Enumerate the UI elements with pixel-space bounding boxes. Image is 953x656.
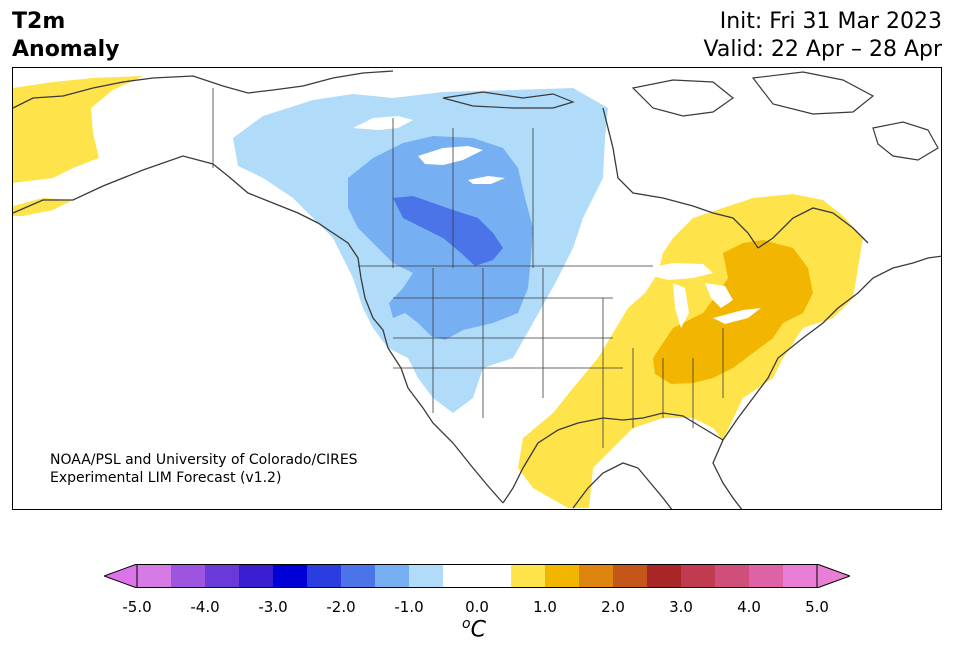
lake-erie <box>713 308 761 324</box>
title-line-1: T2m <box>12 9 66 34</box>
lake-great-bear <box>353 116 413 130</box>
colorbar-tick-label: 0.0 <box>465 598 489 616</box>
colorbar-tick-label: -2.0 <box>326 598 356 616</box>
colorbar-tick-label: -3.0 <box>258 598 288 616</box>
colorbar-segment <box>477 564 512 588</box>
colorbar-tick-label: -4.0 <box>190 598 220 616</box>
colorbar-tick-label: 3.0 <box>669 598 693 616</box>
colorbar-segment <box>579 564 614 588</box>
colorbar-segment <box>443 564 478 588</box>
anomaly-area-alaska-warm-south <box>13 198 73 216</box>
colorbar-segment <box>375 564 410 588</box>
colorbar-unit: oC <box>462 616 486 642</box>
lake-michigan-huron <box>673 283 689 328</box>
anomaly-map: NOAA/PSL and University of Colorado/CIRE… <box>12 67 942 510</box>
colorbar-segment <box>409 564 444 588</box>
credit-line-2: Experimental LIM Forecast (v1.2) <box>50 470 282 486</box>
colorbar-tick-label: 1.0 <box>533 598 557 616</box>
colorbar-tick-label: 4.0 <box>737 598 761 616</box>
unit-degree: o <box>462 616 471 632</box>
anomaly-area-warm-medium <box>653 240 813 384</box>
colorbar-ticks: -5.0 -4.0 -3.0 -2.0 -1.0 0.0 1.0 2.0 3.0 4.0 5.0 <box>0 598 953 616</box>
forecast-dates: Init: Fri 31 Mar 2023 Valid: 22 Apr – 28… <box>704 8 943 64</box>
colorbar-segment <box>613 564 648 588</box>
colorbar-segment <box>205 564 240 588</box>
colorbar-tick-label: -5.0 <box>122 598 152 616</box>
colorbar-segment <box>137 564 172 588</box>
lake-huron <box>705 283 733 308</box>
state-borders <box>212 88 724 448</box>
colorbar <box>104 564 850 588</box>
init-date: Init: Fri 31 Mar 2023 <box>719 9 942 34</box>
colorbar-tick-label: 5.0 <box>805 598 829 616</box>
lake-great-slave <box>418 146 483 165</box>
arctic-islands <box>442 71 939 161</box>
colorbar-over-arrow <box>816 564 850 588</box>
colorbar-segment <box>273 564 308 588</box>
colorbar-segment <box>545 564 580 588</box>
colorbar-border <box>136 564 818 588</box>
colorbar-segment <box>681 564 716 588</box>
colorbar-under-arrow <box>104 564 138 588</box>
colorbar-segment <box>341 564 376 588</box>
credit-line-1: NOAA/PSL and University of Colorado/CIRE… <box>50 452 358 468</box>
colorbar-segment <box>647 564 682 588</box>
coastlines <box>13 70 941 509</box>
colorbar-tick-label: -1.0 <box>394 598 424 616</box>
credit-text: NOAA/PSL and University of Colorado/CIRE… <box>50 451 358 487</box>
colorbar-segment <box>749 564 784 588</box>
anomaly-area-cold-medium <box>348 136 533 340</box>
colorbar-segment <box>715 564 750 588</box>
map-svg <box>13 68 941 509</box>
anomaly-area-cold-deep <box>393 196 503 266</box>
title-line-2: Anomaly <box>12 37 120 62</box>
colorbar-segment <box>171 564 206 588</box>
lake-superior <box>648 263 713 280</box>
lake-athabasca <box>468 176 505 184</box>
colorbar-segment <box>307 564 342 588</box>
anomaly-area-alaska-warm <box>13 76 143 183</box>
colorbar-segment <box>511 564 546 588</box>
colorbar-tick-label: 2.0 <box>601 598 625 616</box>
colorbar-segment <box>783 564 818 588</box>
colorbar-segment <box>239 564 274 588</box>
unit-letter: C <box>470 617 486 643</box>
valid-range: Valid: 22 Apr – 28 Apr <box>703 37 943 62</box>
chart-title: T2m Anomaly <box>12 8 119 64</box>
